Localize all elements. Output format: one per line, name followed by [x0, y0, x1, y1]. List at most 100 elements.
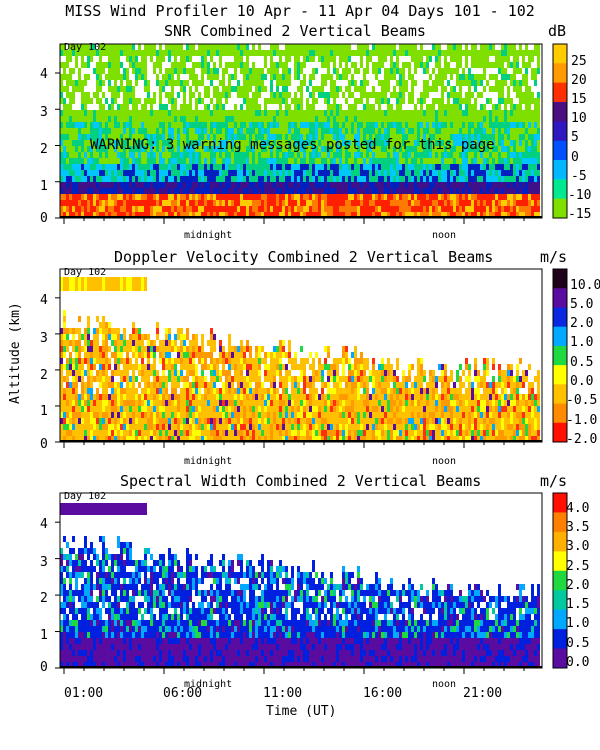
vel-baseline: [60, 440, 542, 442]
snr-colorbar-label: -10: [568, 188, 592, 203]
colorbar-segment: [553, 512, 567, 533]
snr-colorbar-label: 15: [571, 92, 587, 107]
colorbar-segment: [553, 590, 567, 611]
width-colorbar-label: 1.0: [566, 616, 590, 631]
colorbar-frame: [552, 268, 568, 443]
snr-heatmap: [60, 44, 540, 218]
snr-day-label: Day 102: [64, 42, 107, 53]
time-tick-label: 11:00: [263, 686, 303, 701]
colorbar-segment: [553, 121, 567, 142]
wid-baseline: [60, 666, 542, 668]
vel-plot-frame: [59, 268, 543, 443]
altitude-tick-label: 4: [40, 293, 48, 308]
altitude-tick-label: 4: [40, 67, 48, 82]
velocity-colorbar-label: 5.0: [570, 297, 594, 312]
velocity-midnight-marker: midnight: [184, 456, 233, 467]
colorbar-segment: [553, 403, 567, 424]
colorbar-segment: [553, 493, 567, 513]
velocity-colorbar-label: -2.0: [566, 432, 598, 447]
colorbar-segment: [553, 82, 567, 103]
width-colorbar-label: 3.0: [566, 539, 590, 554]
time-tick-label: 01:00: [64, 686, 104, 701]
altitude-tick-label: 0: [40, 660, 48, 675]
colorbar-segment: [553, 102, 567, 122]
velocity-colorbar-label: 1.0: [570, 335, 594, 350]
colorbar-segment: [553, 288, 567, 308]
width-noon-marker: noon: [432, 679, 457, 690]
width-colorbar-label: 4.0: [566, 501, 590, 516]
snr-plot-frame: [59, 43, 543, 219]
snr-unit-label: dB: [548, 22, 567, 40]
snr-colorbar-label: 0: [571, 150, 579, 165]
colorbar-segment: [553, 629, 567, 650]
colorbar-frame: [552, 492, 568, 669]
snr-colorbar-label: 20: [571, 73, 587, 88]
warning-message: WARNING: 3 warning messages posted for t…: [90, 137, 495, 153]
velocity-panel-title: Doppler Velocity Combined 2 Vertical Bea…: [114, 248, 494, 266]
colorbar-frame: [552, 43, 568, 219]
altitude-tick-label: 2: [40, 368, 48, 383]
velocity-colorbar-label: 0.5: [570, 355, 594, 370]
colorbar-segment: [553, 531, 567, 552]
colorbar-segment: [553, 179, 567, 200]
time-tick-label: 16:00: [363, 686, 403, 701]
x-axis-label: Time (UT): [266, 704, 337, 719]
velocity-colorbar-label: -1.0: [566, 413, 598, 428]
colorbar-segment: [553, 345, 567, 366]
altitude-tick-label: 2: [40, 591, 48, 606]
time-tick-label: 21:00: [463, 686, 503, 701]
altitude-tick-label: 2: [40, 142, 48, 157]
snr-colorbar-label: -15: [568, 207, 592, 222]
altitude-tick-label: 3: [40, 555, 48, 570]
width-colorbar-label: 2.5: [566, 559, 590, 574]
snr-noon-marker: noon: [432, 230, 457, 241]
colorbar-segment: [553, 551, 567, 572]
altitude-tick-label: 1: [40, 404, 48, 419]
altitude-tick-label: 3: [40, 331, 48, 346]
vel-heatmap: [60, 277, 540, 442]
altitude-tick-label: 1: [40, 179, 48, 194]
colorbar-segment: [553, 63, 567, 84]
colorbar-segment: [553, 307, 567, 328]
colorbar-segment: [553, 609, 567, 630]
width-colorbar-label: 1.5: [566, 597, 590, 612]
altitude-tick-label: 0: [40, 437, 48, 452]
colorbar-segment: [553, 140, 567, 161]
snr-panel-title: SNR Combined 2 Vertical Beams: [164, 22, 426, 40]
velocity-colorbar-label: -0.5: [566, 393, 598, 408]
snr-colorbar-label: -5: [571, 169, 587, 184]
altitude-tick-label: 1: [40, 628, 48, 643]
velocity-colorbar-label: 2.0: [570, 316, 594, 331]
wid-heatmap: [60, 503, 540, 668]
snr-baseline: [60, 216, 542, 218]
snr-midnight-marker: midnight: [184, 230, 233, 241]
width-colorbar-label: 2.0: [566, 578, 590, 593]
velocity-colorbar-label: 10.0: [570, 278, 600, 293]
colorbar-segment: [553, 269, 567, 289]
altitude-tick-label: 4: [40, 517, 48, 532]
colorbar-segment: [553, 160, 567, 180]
colorbar-segment: [553, 198, 567, 219]
altitude-tick-label: 0: [40, 211, 48, 226]
wid-plot-frame: [59, 492, 543, 669]
colorbar-segment: [553, 326, 567, 347]
colorbar-segment: [553, 648, 567, 669]
snr-colorbar-label: 10: [571, 111, 587, 126]
width-unit-label: m/s: [540, 472, 568, 490]
velocity-day-label: Day 102: [64, 267, 107, 278]
time-tick-label: 06:00: [163, 686, 203, 701]
width-colorbar-label: 0.0: [566, 655, 590, 670]
width-midnight-marker: midnight: [184, 679, 233, 690]
colorbar-segment: [553, 422, 567, 443]
width-panel-title: Spectral Width Combined 2 Vertical Beams: [120, 472, 482, 490]
figure-title: MISS Wind Profiler 10 Apr - 11 Apr 04 Da…: [65, 2, 535, 20]
snr-colorbar-label: 25: [571, 54, 587, 69]
width-colorbar-label: 3.5: [566, 520, 590, 535]
velocity-noon-marker: noon: [432, 456, 457, 467]
colorbar-segment: [553, 44, 567, 64]
y-axis-label: Altitude (km): [8, 302, 23, 404]
velocity-unit-label: m/s: [540, 248, 568, 266]
colorbar-segment: [553, 570, 567, 591]
velocity-colorbar-label: 0.0: [570, 374, 594, 389]
